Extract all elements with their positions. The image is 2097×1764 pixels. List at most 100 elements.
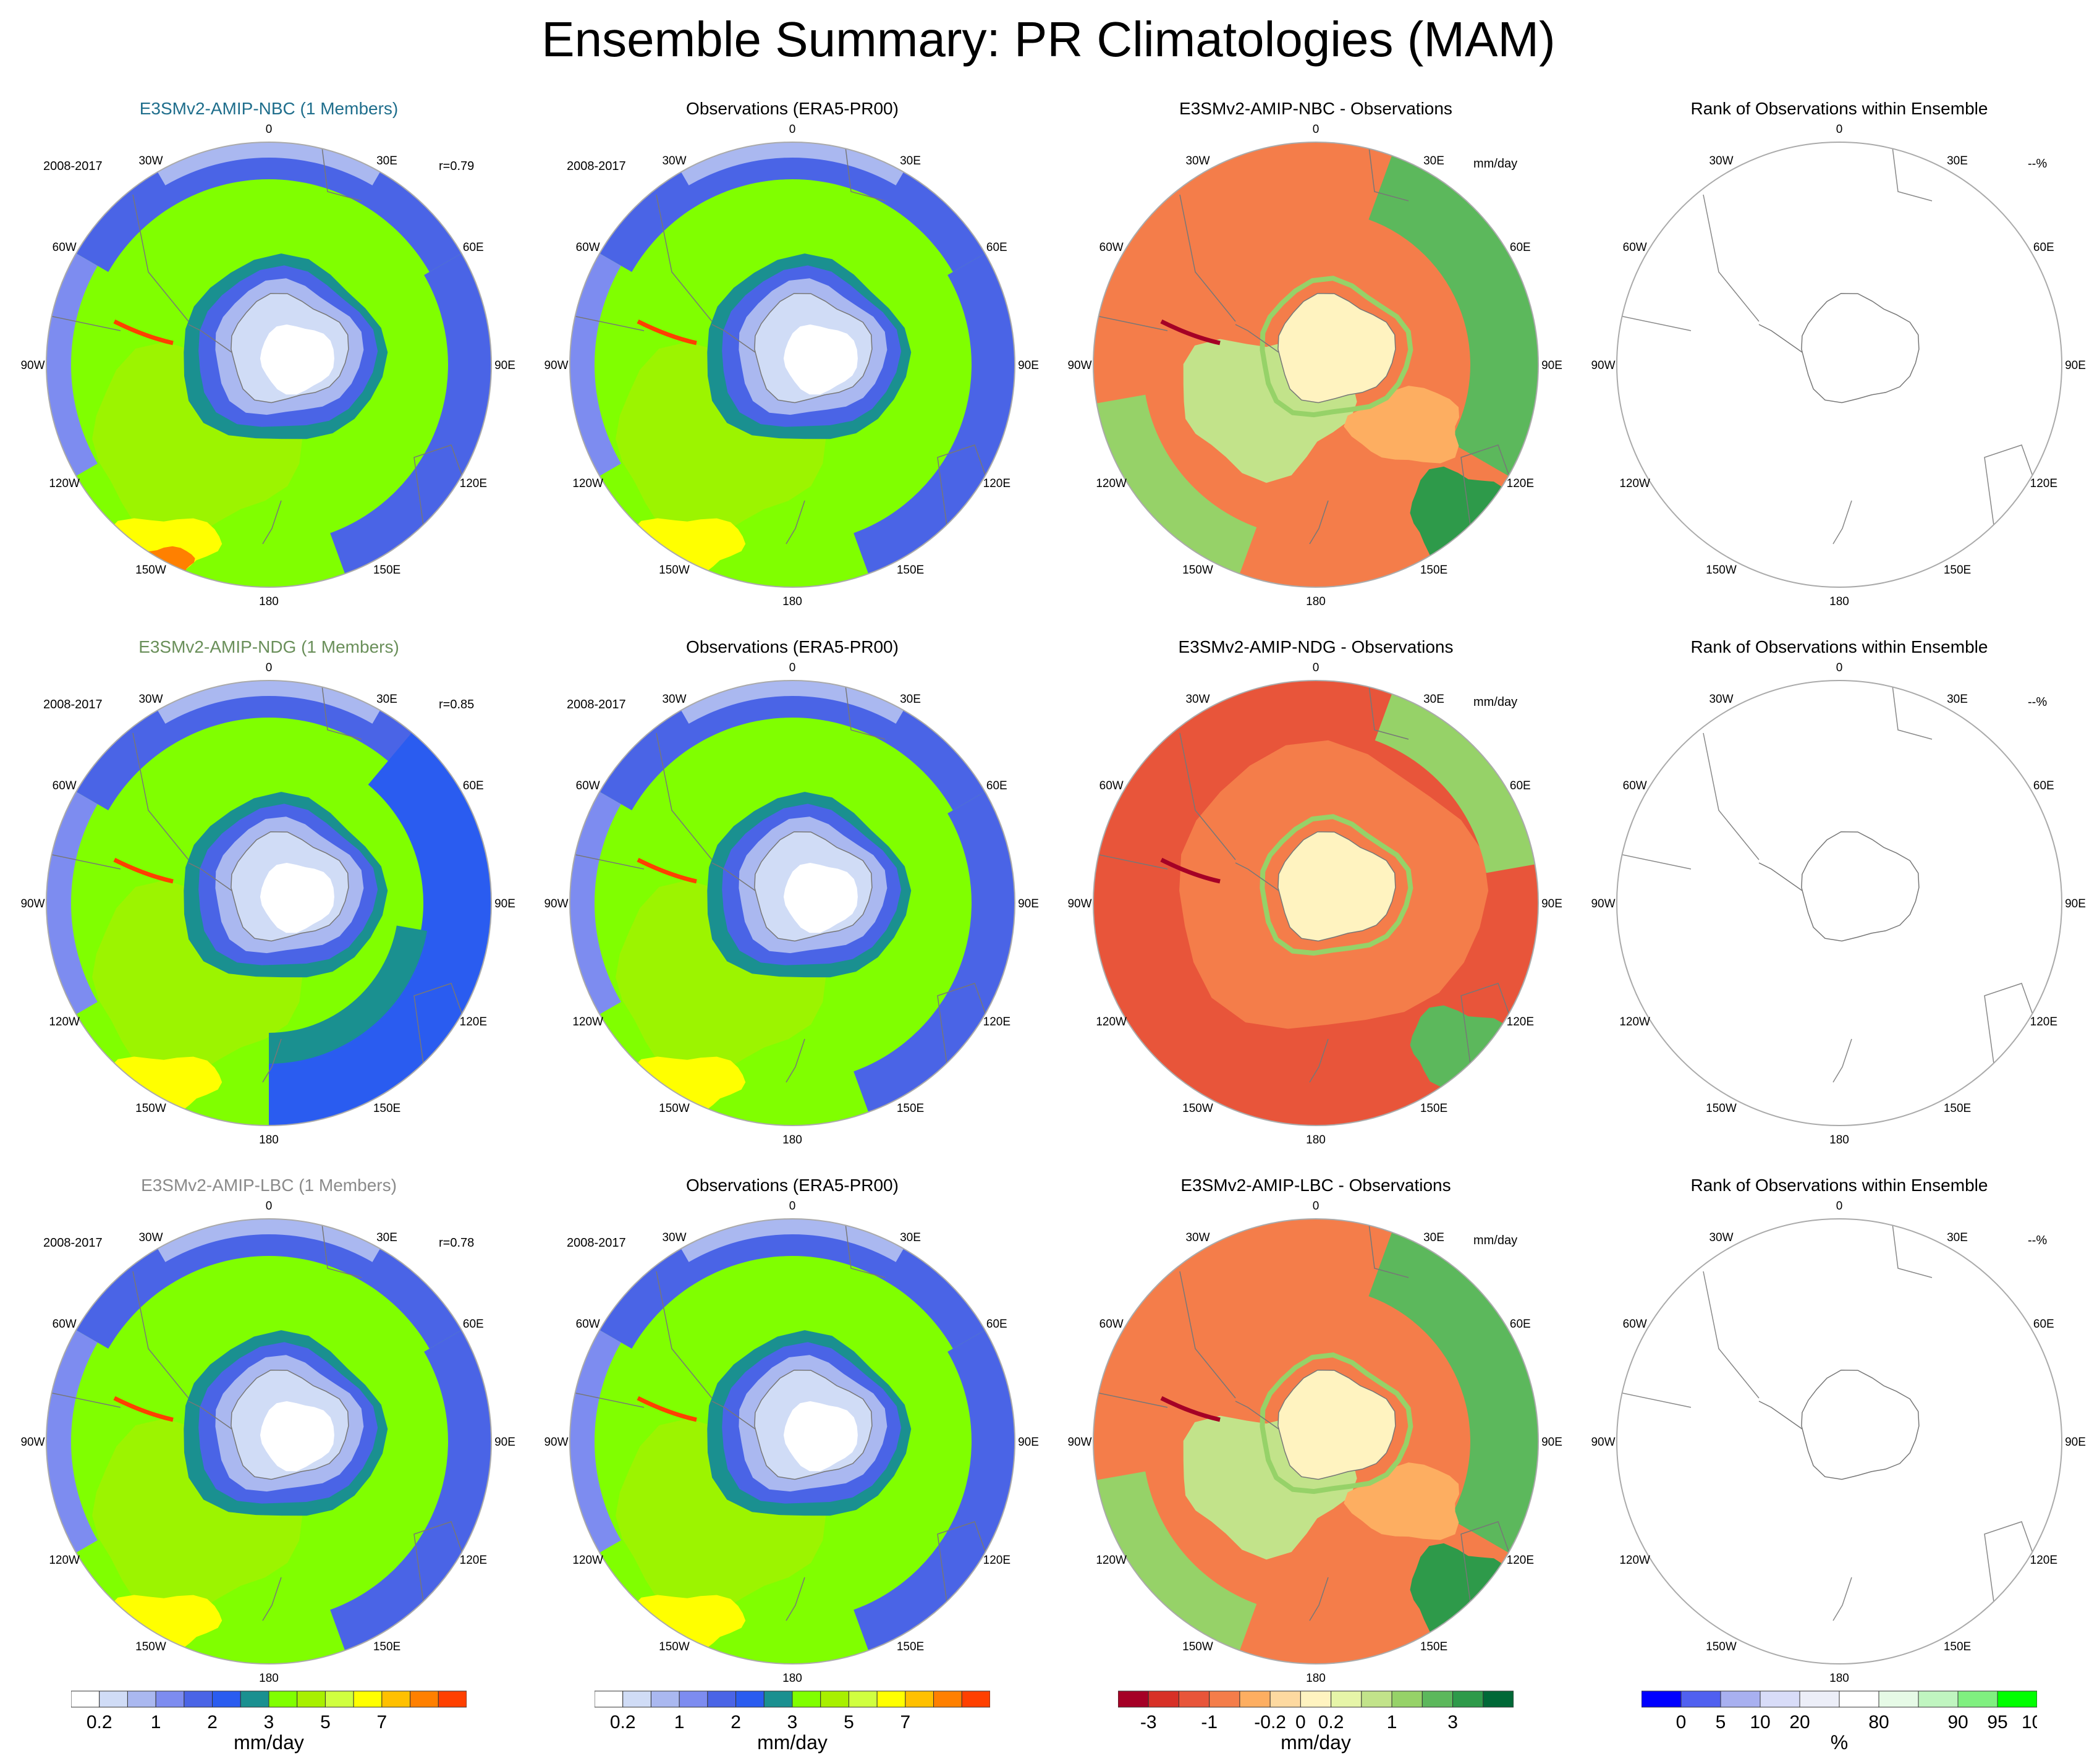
- map-panel-diff-row2: 0 30E 60E 90E 120E 150E 180 150W 120W 90W 60W 30W E3…: [1065, 631, 1566, 1169]
- antarctica-coastline: [1277, 292, 1396, 404]
- lon-label: 150E: [373, 1640, 400, 1653]
- lon-label: 180: [259, 1672, 279, 1685]
- colorbar-swatch: [1878, 1690, 1919, 1708]
- panel-title: E3SMv2-AMIP-LBC (1 Members): [141, 1176, 397, 1195]
- lon-label: 120W: [49, 1554, 80, 1567]
- map-field: [46, 1219, 491, 1664]
- panel-title: Rank of Observations within Ensemble: [1690, 637, 1988, 656]
- correlation-label: r=0.85: [439, 698, 475, 711]
- diff-unit-label: mm/day: [1473, 1234, 1518, 1247]
- lon-label: 90W: [544, 1436, 568, 1449]
- antarctica-coastline: [231, 1369, 349, 1480]
- lon-label: 60E: [2033, 241, 2054, 254]
- peninsula-coastline: [188, 862, 232, 891]
- lon-label: 60E: [463, 241, 484, 254]
- coastline: [1309, 1038, 1329, 1083]
- colorbar-tick-label: 2: [207, 1712, 218, 1732]
- lon-label: 150W: [1182, 1640, 1213, 1653]
- map-boundary: [569, 1218, 1015, 1664]
- coastline: [132, 1271, 189, 1399]
- coastline: [1093, 1391, 1168, 1408]
- colorbar-swatch: [1452, 1690, 1484, 1708]
- coastline: [844, 142, 886, 201]
- lon-label: 180: [1306, 1134, 1326, 1147]
- panel-title: E3SMv2-AMIP-NBC (1 Members): [139, 99, 399, 118]
- antarctica-coastline: [1801, 1369, 1920, 1480]
- colorbar-swatch: [876, 1690, 906, 1708]
- colorbar-swatch: [1483, 1690, 1514, 1708]
- colorbar-swatch: [1269, 1690, 1301, 1708]
- map-field: [46, 681, 491, 1126]
- lon-label: 60W: [1623, 1318, 1647, 1331]
- lon-label: 150E: [373, 1102, 400, 1115]
- lon-label: 30E: [900, 1231, 921, 1244]
- colorbar-unit-label: %: [1831, 1731, 1848, 1753]
- lon-label: 90W: [20, 359, 44, 372]
- coastline: [1460, 1521, 1514, 1603]
- lon-label: 0: [1836, 1200, 1843, 1213]
- colorbar-swatch: [763, 1690, 793, 1708]
- lon-label: 180: [1829, 595, 1849, 608]
- lon-label: 150W: [135, 1640, 166, 1653]
- lon-label: 90E: [1541, 359, 1562, 372]
- colorbar-unit-label: mm/day: [757, 1731, 828, 1753]
- lon-label: 150E: [897, 1102, 924, 1115]
- polar-map-rank: 0 30E 60E 90E 120E 150E 180 150W 120W 90W 60W 30W: [1591, 123, 2086, 608]
- lon-label: 120E: [983, 477, 1010, 490]
- lon-label: 30W: [1185, 1231, 1209, 1244]
- lon-label: 60W: [576, 241, 600, 254]
- coastline: [1617, 1391, 1692, 1408]
- coastline: [1179, 194, 1236, 322]
- lon-label: 30W: [138, 693, 163, 706]
- coastline: [656, 1271, 713, 1399]
- colorbar-swatch: [961, 1690, 990, 1708]
- lon-label: 90W: [20, 897, 44, 910]
- lon-label: 30E: [1947, 155, 1968, 167]
- lon-label: 30E: [900, 155, 921, 167]
- map-boundary: [1093, 142, 1539, 588]
- lon-label: 60W: [1099, 779, 1124, 792]
- lon-label: 90E: [2065, 359, 2086, 372]
- peninsula-coastline: [1758, 324, 1803, 353]
- peninsula-coastline: [188, 324, 232, 353]
- colorbar-tick-label: 3: [1447, 1712, 1458, 1732]
- colorbar-tick-label: 90: [1947, 1712, 1968, 1732]
- colorbar-swatch: [99, 1690, 128, 1708]
- diff-unit-label: mm/day: [1473, 157, 1518, 171]
- colorbar-swatch: [184, 1690, 213, 1708]
- map-boundary: [46, 680, 492, 1126]
- lon-label: 0: [1836, 661, 1843, 674]
- antarctica-coastline: [1277, 1369, 1396, 1480]
- lon-label: 180: [782, 1134, 802, 1147]
- lon-label: 150W: [135, 1102, 166, 1115]
- colorbar-tick-label: 5: [320, 1712, 331, 1732]
- lon-label: 60E: [986, 241, 1007, 254]
- colorbar-swatch: [679, 1690, 708, 1708]
- colorbar-tick-label: 1: [674, 1712, 685, 1732]
- colorbar-tick-label: 7: [900, 1712, 911, 1732]
- lon-label: 150W: [1706, 564, 1737, 577]
- colorbar-tick-label: 3: [264, 1712, 274, 1732]
- map-boundary: [569, 680, 1015, 1126]
- peninsula-coastline: [1235, 324, 1279, 353]
- lon-label: 30E: [1947, 1231, 1968, 1244]
- polar-map-rank: 0 30E 60E 90E 120E 150E 180 150W 120W 90W 60W 30W: [1591, 1200, 2085, 1685]
- map-field: [1617, 681, 2062, 1126]
- coastline: [1832, 1577, 1852, 1621]
- lon-label: 0: [1313, 661, 1320, 674]
- map-field: [46, 142, 491, 587]
- antarctica-coastline: [1801, 292, 1920, 404]
- colorbar-tick-label: 20: [1789, 1712, 1810, 1732]
- colorbar-swatch: [848, 1690, 878, 1708]
- coastline: [321, 1219, 362, 1278]
- coastline: [656, 194, 713, 322]
- colorbar-swatch: [71, 1690, 100, 1708]
- lon-label: 60E: [986, 779, 1007, 792]
- period-label: 2008-2017: [567, 159, 626, 173]
- lon-label: 0: [789, 661, 796, 674]
- figure-title: Ensemble Summary: PR Climatologies (MAM): [541, 12, 1556, 67]
- colorbar-swatch: [1918, 1690, 1959, 1708]
- lon-label: 90E: [494, 359, 515, 372]
- coastline: [1984, 1521, 2038, 1603]
- colorbar-tick-label: 0: [1295, 1712, 1306, 1732]
